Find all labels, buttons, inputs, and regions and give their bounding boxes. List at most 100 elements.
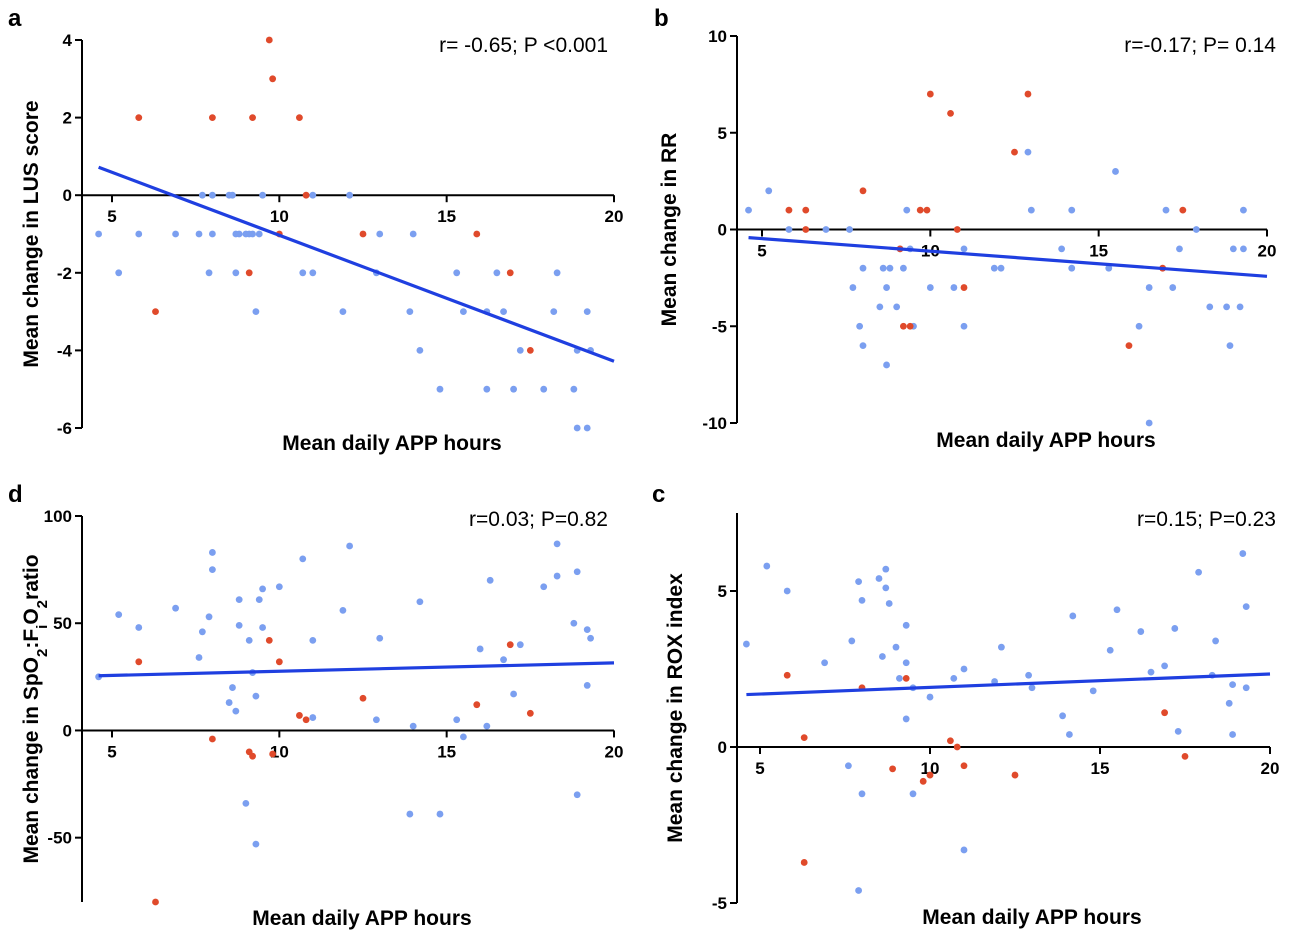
blue-data-point [1027, 206, 1035, 214]
blue-data-point [235, 621, 243, 629]
chart-panel-c: c r=0.15; P=0.23 5 0 -5 5 10 15 20 Mean daily APP… [652, 481, 1279, 929]
blue-data-point [309, 714, 317, 721]
blue-data-point [245, 636, 253, 644]
blue-data-point [346, 191, 354, 199]
blue-data-point [893, 303, 901, 311]
blue-data-point [1195, 568, 1202, 576]
red-data-point [275, 658, 283, 666]
blue-data-point [1206, 303, 1214, 311]
blue-data-point [573, 424, 581, 432]
blue-data-point [172, 604, 179, 612]
blue-data-point [743, 640, 750, 648]
blue-data-point [892, 643, 900, 651]
red-data-point [296, 712, 303, 719]
red-data-point [359, 230, 367, 238]
blue-data-point [858, 596, 866, 604]
blue-data-point [1240, 245, 1247, 253]
blue-data-point [416, 347, 424, 354]
blue-data-point [1025, 671, 1032, 679]
blue-data-point [845, 762, 852, 770]
blue-data-point [510, 385, 517, 393]
blue-data-point [848, 637, 856, 645]
red-data-point [926, 771, 934, 779]
y-axis-title: Mean change in RR [658, 133, 681, 327]
red-data-point [960, 284, 968, 291]
y-tick-label: 2 [63, 109, 72, 128]
red-data-point [906, 322, 914, 330]
blue-data-point [859, 264, 867, 272]
blue-data-point [255, 230, 263, 238]
blue-data-point [1068, 206, 1076, 214]
blue-data-point [926, 693, 934, 701]
blue-data-point [259, 585, 266, 593]
x-tick-label: 15 [1091, 759, 1110, 778]
blue-data-point [252, 840, 260, 848]
blue-data-point [309, 191, 317, 199]
y-axis-title: Mean change in LUS score [20, 100, 43, 367]
red-data-point [265, 636, 273, 644]
blue-data-point [516, 347, 524, 354]
x-tick-label: 5 [757, 242, 766, 261]
blue-data-point [309, 636, 317, 644]
x-tick-label: 5 [107, 742, 116, 761]
blue-data-point [500, 656, 507, 664]
blue-data-point [259, 191, 266, 199]
blue-data-point [1174, 728, 1182, 735]
red-data-point [953, 743, 961, 751]
blue-data-point [902, 659, 910, 667]
panel-letter: d [8, 481, 23, 508]
blue-data-point [476, 645, 484, 653]
y-tick-label: 0 [718, 738, 727, 757]
blue-data-point [1169, 284, 1177, 291]
blue-data-point [493, 269, 501, 277]
blue-data-point [570, 619, 578, 627]
blue-data-point [409, 722, 417, 730]
y-tick-label: 4 [63, 31, 73, 50]
blue-data-point [540, 583, 548, 591]
y-axis-title-subscript: i [34, 625, 51, 629]
y-tick-label: 5 [718, 582, 727, 601]
blue-data-point [135, 624, 143, 631]
blue-data-point [510, 690, 517, 698]
red-data-point [135, 658, 143, 666]
blue-data-point [587, 634, 594, 642]
blue-data-point [135, 230, 143, 238]
blue-data-point [205, 269, 213, 277]
blue-data-point [570, 385, 578, 393]
stat-annotation: r=0.03; P=0.82 [469, 508, 608, 531]
blue-data-point [822, 226, 830, 233]
red-data-point [473, 701, 481, 709]
blue-data-point [205, 613, 213, 621]
blue-data-point [879, 653, 886, 660]
red-data-point [800, 734, 808, 742]
blue-data-point [583, 682, 591, 689]
regression-line [98, 661, 615, 678]
blue-data-point [516, 641, 524, 649]
red-data-point [302, 191, 310, 199]
blue-data-point [1242, 684, 1250, 692]
blue-data-point [1223, 303, 1230, 311]
y-tick-label: 0 [63, 186, 72, 205]
blue-data-point [232, 707, 240, 715]
blue-data-point [1226, 342, 1234, 349]
red-data-point [296, 114, 303, 121]
stat-annotation: r=0.15; P=0.23 [1137, 508, 1276, 531]
blue-data-point [902, 621, 910, 629]
red-data-point [802, 206, 810, 214]
blue-data-point [195, 230, 203, 238]
blue-data-point [909, 790, 917, 798]
blue-data-point [259, 624, 266, 631]
blue-data-point [882, 584, 890, 592]
blue-data-point [372, 716, 380, 724]
y-tick-label: 50 [53, 614, 72, 633]
blue-data-point [500, 308, 507, 315]
blue-data-point [209, 230, 216, 238]
x-tick-label: 10 [921, 759, 940, 778]
red-data-point [152, 898, 159, 906]
panel-letter: c [652, 481, 665, 508]
blue-data-point [1192, 226, 1200, 233]
red-data-point [245, 269, 253, 277]
blue-data-point [195, 654, 203, 661]
blue-data-point [339, 606, 347, 614]
